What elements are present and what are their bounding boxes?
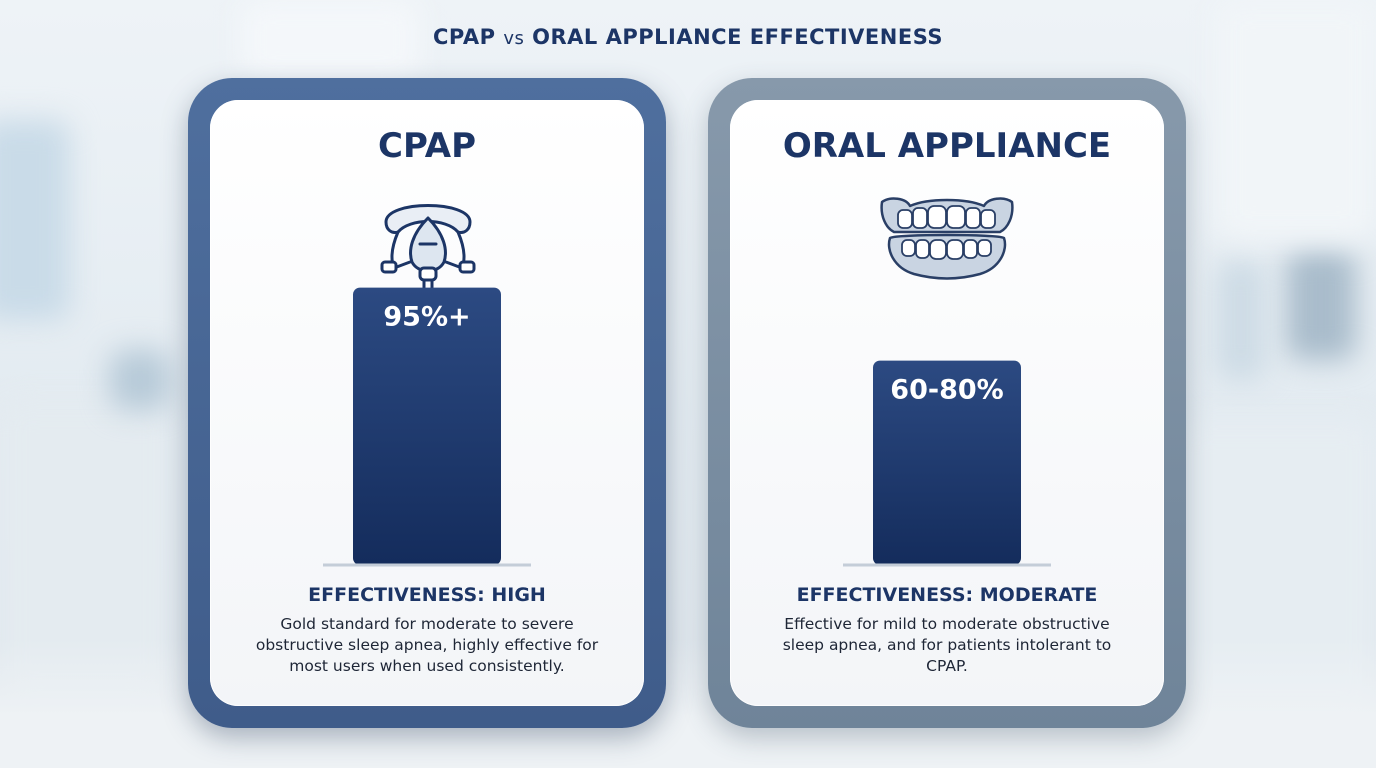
cpap-mask-icon bbox=[380, 204, 476, 296]
cpap-card-title: CPAP bbox=[378, 126, 476, 166]
cpap-effectiveness-bar bbox=[353, 287, 501, 565]
oral-appliance-card: ORAL APPLIANCE bbox=[730, 100, 1164, 706]
title-part-oral: ORAL APPLIANCE EFFECTIVENESS bbox=[532, 25, 944, 49]
oral-appliance-description: Effective for mild to moderate obstructi… bbox=[782, 615, 1112, 675]
cpap-description: Gold standard for moderate to severe obs… bbox=[255, 615, 599, 675]
cpap-effectiveness-heading: EFFECTIVENESS: HIGH bbox=[308, 584, 546, 606]
cpap-panel: CPAP 95%+ bbox=[188, 78, 666, 728]
oral-appliance-panel: ORAL APPLIANCE bbox=[708, 78, 1186, 728]
dental-appliance-icon bbox=[880, 197, 1014, 280]
cpap-value-label: 95%+ bbox=[383, 302, 470, 333]
title-vs: vs bbox=[503, 28, 525, 49]
cpap-bar-chart: 95%+ bbox=[323, 287, 531, 567]
oral-appliance-card-title: ORAL APPLIANCE bbox=[782, 126, 1112, 166]
oral-appliance-effectiveness-heading: EFFECTIVENESS: MODERATE bbox=[796, 584, 1098, 606]
oral-appliance-bar-chart: 60-80% bbox=[843, 360, 1051, 567]
page-title: CPAP vs ORAL APPLIANCE EFFECTIVENESS bbox=[0, 25, 1376, 49]
cpap-card: CPAP 95%+ bbox=[210, 100, 644, 706]
oral-appliance-effectiveness-bar bbox=[873, 360, 1021, 565]
oral-appliance-value-label: 60-80% bbox=[890, 375, 1003, 406]
title-part-cpap: CPAP bbox=[432, 25, 496, 49]
